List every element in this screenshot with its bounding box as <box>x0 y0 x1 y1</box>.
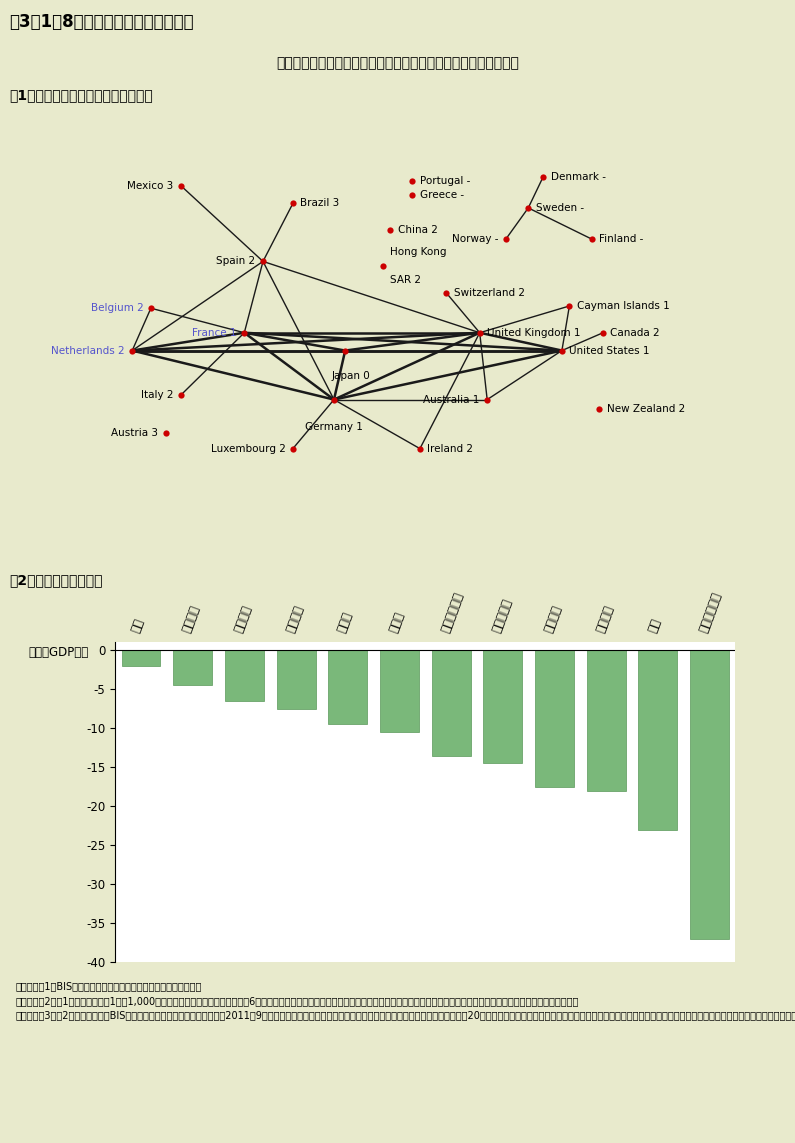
Text: （％、GDP比）: （％、GDP比） <box>29 646 89 658</box>
Text: （1）我が国と国際金融ネットワーク: （1）我が国と国際金融ネットワーク <box>10 88 153 103</box>
Text: France 1: France 1 <box>192 328 237 337</box>
Bar <box>432 650 471 756</box>
Text: Ireland 2: Ireland 2 <box>428 443 473 454</box>
Bar <box>225 650 264 701</box>
Text: Norway -: Norway - <box>452 234 498 245</box>
Bar <box>638 650 677 830</box>
Text: Netherlands 2: Netherlands 2 <box>51 345 125 355</box>
Bar <box>535 650 574 786</box>
Text: Finland -: Finland - <box>599 234 644 245</box>
Text: Greece -: Greece - <box>420 190 464 200</box>
Text: Spain 2: Spain 2 <box>216 256 255 266</box>
Text: Brazil 3: Brazil 3 <box>301 199 339 208</box>
Text: Germany 1: Germany 1 <box>305 422 363 432</box>
Text: Austria 3: Austria 3 <box>111 427 158 438</box>
Bar <box>587 650 626 791</box>
Text: United Kingdom 1: United Kingdom 1 <box>487 328 580 337</box>
Text: 第3－1－8図　国際金融ネットワーク: 第3－1－8図 国際金融ネットワーク <box>10 13 194 31</box>
Text: 欧州銀による信用収縮に際して我が国金融機関への影響は限定的: 欧州銀による信用収縮に際して我が国金融機関への影響は限定的 <box>276 56 519 70</box>
Text: Switzerland 2: Switzerland 2 <box>453 288 525 297</box>
Bar <box>122 650 161 665</box>
Text: Mexico 3: Mexico 3 <box>127 181 173 191</box>
Text: Portugal -: Portugal - <box>420 176 471 186</box>
Text: United States 1: United States 1 <box>569 345 650 355</box>
Text: Hong Kong: Hong Kong <box>390 247 447 257</box>
Bar <box>483 650 522 764</box>
Text: Sweden -: Sweden - <box>536 203 584 213</box>
Text: （2）シミュレーション: （2）シミュレーション <box>10 574 103 588</box>
Text: China 2: China 2 <box>398 225 437 235</box>
Text: Belgium 2: Belgium 2 <box>91 303 143 313</box>
Bar <box>173 650 212 686</box>
Bar <box>690 650 729 940</box>
Text: Canada 2: Canada 2 <box>611 328 660 337</box>
Bar <box>277 650 316 709</box>
Bar <box>380 650 419 733</box>
Text: Australia 1: Australia 1 <box>423 394 479 405</box>
Text: Luxembourg 2: Luxembourg 2 <box>211 443 285 454</box>
Text: Japan 0: Japan 0 <box>332 370 370 381</box>
Bar <box>328 650 367 725</box>
Text: （備考）　1．BIS国際与信統計（最終リスクベース）により作成。
　　　　　2．（1）については、1取引1,000億ドル以上の取引（総取引のおよそ6割を網羅する: （備考） 1．BIS国際与信統計（最終リスクベース）により作成。 2．（1）につ… <box>16 982 795 1021</box>
Text: Cayman Islands 1: Cayman Islands 1 <box>577 301 669 311</box>
Text: New Zealand 2: New Zealand 2 <box>607 403 685 414</box>
Text: Denmark -: Denmark - <box>551 171 606 182</box>
Text: Italy 2: Italy 2 <box>141 390 173 400</box>
Text: SAR 2: SAR 2 <box>390 274 421 285</box>
